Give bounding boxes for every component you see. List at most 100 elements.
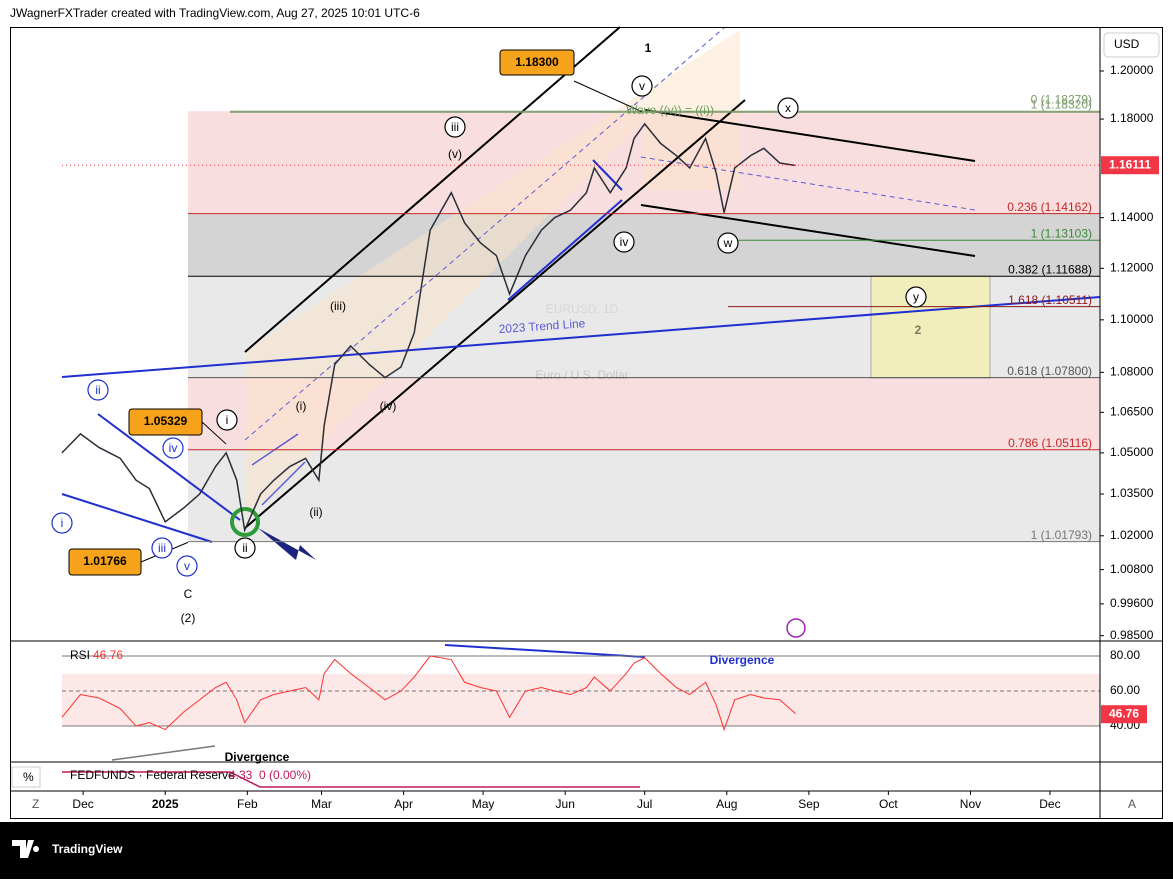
wave-label: v: [639, 79, 645, 93]
channel-line: [244, 26, 621, 353]
wave-circle: [162, 437, 184, 459]
fedfunds-line: [62, 771, 640, 788]
wave-label: ii: [242, 541, 247, 555]
y-tick-label: 1.12000: [1110, 260, 1154, 274]
divergence-line: [444, 644, 646, 658]
y-tick-label: 1.20000: [1110, 63, 1154, 77]
wave-label: 2: [915, 323, 922, 337]
x-tick-label: Jun: [556, 797, 575, 811]
wave-circle: [176, 555, 198, 577]
y-tick-label: 1.14000: [1110, 210, 1154, 224]
zoom[interactable]: Z: [32, 797, 39, 811]
watermark-sub: Euro / U.S. Dollar: [535, 368, 628, 382]
footer-bar: [0, 822, 1173, 879]
channel-mid: [244, 26, 726, 441]
y-tick-label: 1.06500: [1110, 404, 1154, 418]
wave-circle: [905, 286, 927, 308]
wave-label: (ii): [309, 505, 322, 519]
fib-label: 0.786 (1.05116): [1008, 436, 1092, 450]
percent-button[interactable]: [11, 766, 41, 788]
y-tick-label: 1.00800: [1110, 562, 1154, 576]
wave-circle: [151, 537, 173, 559]
leader: [573, 80, 643, 113]
rsi-title: RSI: [70, 648, 90, 662]
fib-band: [188, 213, 1100, 277]
fib-label: 0.236 (1.14162): [1007, 200, 1092, 214]
wedge-line: [261, 461, 306, 506]
y-tick-label: 0.99600: [1110, 596, 1154, 610]
x-tick-label: 2025: [152, 797, 179, 811]
wave-circle: [444, 116, 466, 138]
wave-circle: [717, 232, 739, 254]
wave-circle: [631, 75, 653, 97]
wave-label: C: [184, 587, 193, 601]
x-tick-label: Dec: [72, 797, 93, 811]
watermark: EURUSD, 1D: [546, 302, 619, 316]
wave-label: (iii): [330, 299, 346, 313]
auto[interactable]: A: [1128, 797, 1136, 811]
x-tick-label: Nov: [960, 797, 981, 811]
wedge-line: [61, 493, 213, 543]
wave-label: y: [913, 290, 919, 304]
fedfunds-name: FEDFUNDS · Federal Reserve: [70, 768, 235, 782]
wave-label: 1: [645, 41, 652, 55]
wave-label: i: [226, 413, 229, 427]
rsi-value: 46.76: [93, 648, 123, 662]
fedfunds-change: 0 (0.00%): [259, 768, 311, 782]
fib-label: 0.618 (1.07800): [1007, 364, 1092, 378]
channel-mid: [640, 156, 976, 211]
x-tick-label: Feb: [237, 797, 258, 811]
channel-shade: [245, 30, 740, 520]
price-box: [499, 49, 575, 76]
arrow: [258, 528, 316, 560]
y-tick-label: 1.02000: [1110, 528, 1154, 542]
last-price: 1.16111: [1109, 157, 1151, 171]
rsi-band: [62, 674, 1100, 727]
wave-label: iv: [169, 441, 178, 455]
y-tick-label: 1.08000: [1110, 364, 1154, 378]
price-box-label: 1.18300: [515, 55, 559, 69]
series-line: [61, 655, 796, 732]
x-tick-label: May: [472, 797, 495, 811]
rsi-tag: [1101, 705, 1147, 724]
fib-label: 1 (1.01793): [1031, 528, 1092, 542]
wave-circle: [51, 512, 73, 534]
divergence-label: Divergence: [225, 750, 290, 764]
wave-circle: [777, 97, 799, 119]
wedge-line: [97, 413, 241, 521]
percent[interactable]: %: [23, 770, 34, 784]
y-tick-label: 1.18000: [1110, 111, 1154, 125]
y-tick-label: 1.05000: [1110, 445, 1154, 459]
x-tick-label: Mar: [311, 797, 332, 811]
fib-band: [188, 449, 1100, 542]
fib-label: 0.382 (1.11688): [1008, 262, 1092, 276]
wave-label: v: [184, 559, 190, 573]
rsi-tick-label: 80.00: [1110, 648, 1140, 662]
wedge-line: [592, 159, 623, 191]
highlight-circle: [230, 507, 260, 537]
currency-button[interactable]: [1103, 32, 1160, 58]
wave-label: x: [785, 101, 791, 115]
wave-label: (i): [296, 399, 307, 413]
y-tick-label: 1.10000: [1110, 312, 1154, 326]
divergence-line: [111, 745, 216, 761]
fib-label: 1 (1.13103): [1031, 226, 1092, 240]
wave-label: Wave ((v)) = ((i)): [626, 103, 714, 117]
price-box: [68, 548, 142, 576]
y-tick-label: 1.03500: [1110, 486, 1154, 500]
price-box-label: 1.01766: [83, 554, 127, 568]
channel-line: [644, 109, 976, 162]
logo: [12, 840, 40, 858]
last-price-tag: [1101, 156, 1159, 175]
target-box: [870, 275, 991, 379]
rsi-tag-value: 46.76: [1109, 706, 1139, 720]
currency[interactable]: USD: [1114, 37, 1140, 51]
fib-label: 1 (1.18320): [1031, 97, 1092, 111]
fib-label: 1.618 (1.10511): [1008, 293, 1092, 307]
wave-circle: [234, 537, 256, 559]
wave-label: (iv): [380, 399, 397, 413]
series-line: [61, 122, 796, 533]
chart-border: [10, 27, 1163, 819]
